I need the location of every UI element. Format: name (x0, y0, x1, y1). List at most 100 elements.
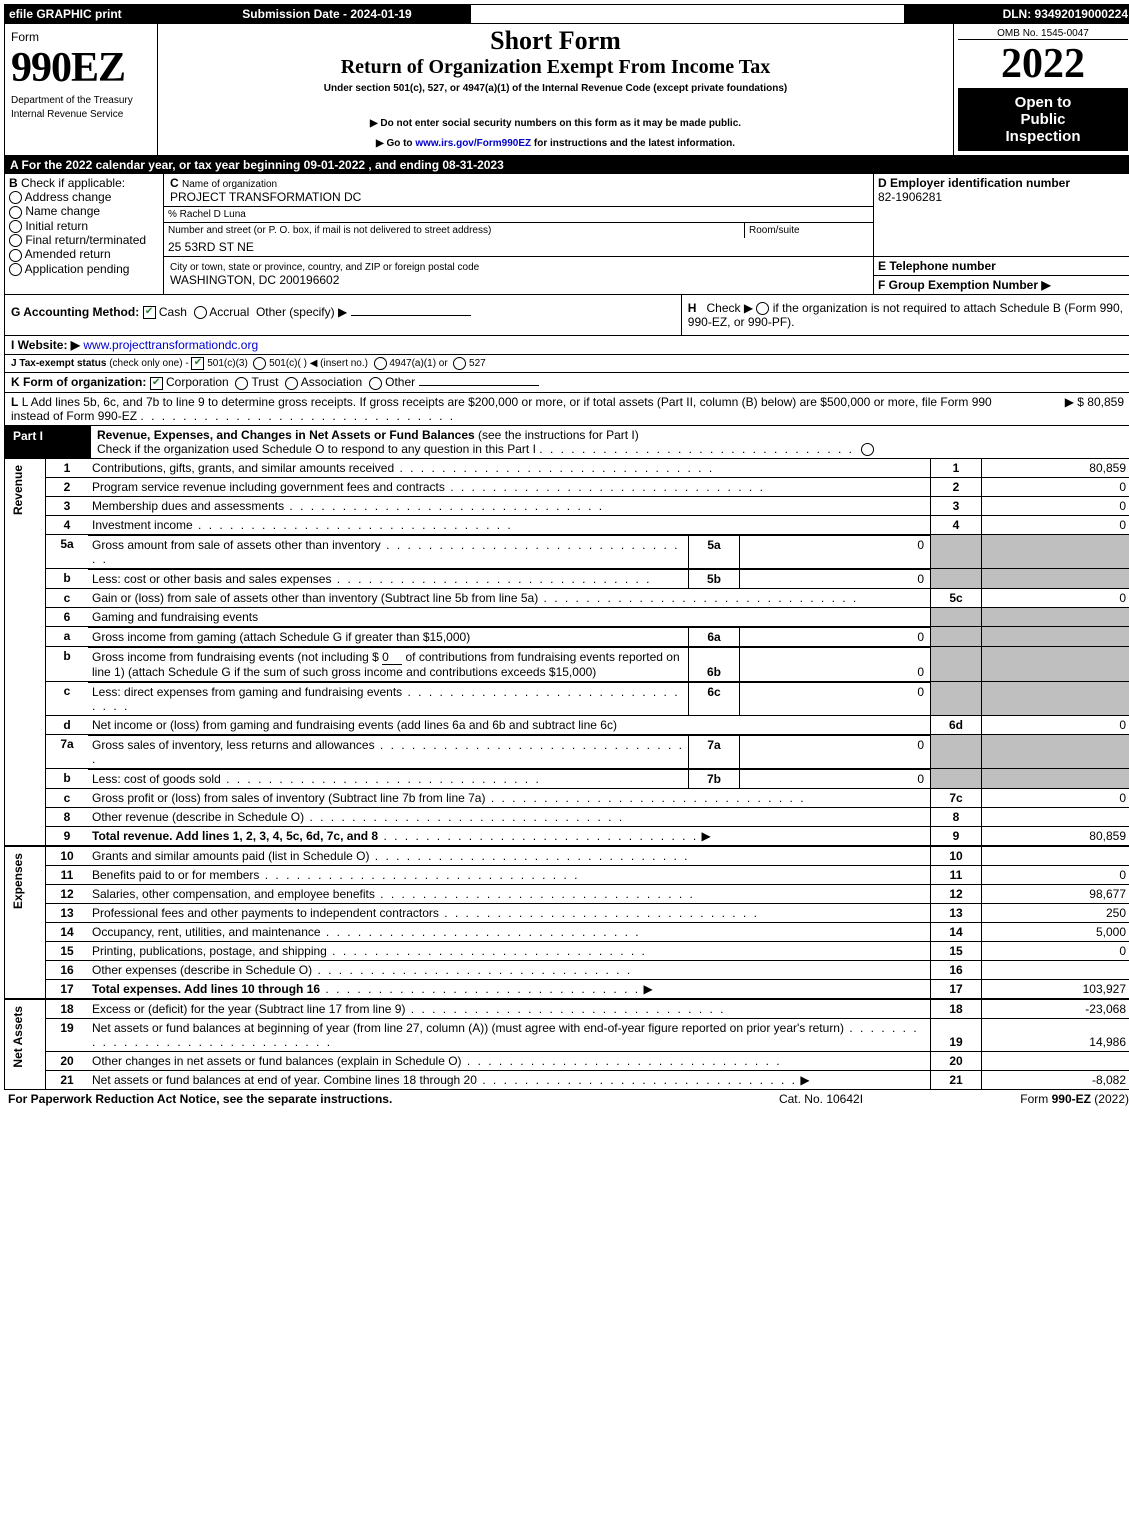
ln-14-num: 14 (46, 922, 89, 941)
chk-address-change[interactable] (9, 191, 22, 204)
ein-value: 82-1906281 (878, 190, 1128, 204)
ln-6c-text: Less: direct expenses from gaming and fu… (92, 685, 402, 699)
ln-11-num: 11 (46, 865, 89, 884)
c-name-label: Name of organization (182, 179, 277, 190)
chk-corporation[interactable] (150, 377, 163, 390)
ln-12-col: 12 (931, 884, 982, 903)
ln-17-num: 17 (46, 979, 89, 999)
ln-20-text: Other changes in net assets or fund bala… (92, 1054, 462, 1068)
ln-17-col: 17 (931, 979, 982, 999)
other-method-input[interactable] (351, 315, 471, 316)
ln-6-num: 6 (46, 607, 89, 626)
ln-18-text: Excess or (deficit) for the year (Subtra… (92, 1002, 405, 1016)
ln-15-num: 15 (46, 941, 89, 960)
ln-7b-shade (931, 768, 982, 788)
ln-1-text: Contributions, gifts, grants, and simila… (92, 461, 394, 475)
chk-association[interactable] (285, 377, 298, 390)
omb-number: OMB No. 1545-0047 (958, 28, 1128, 40)
f-label: F Group Exemption Number ▶ (878, 278, 1051, 292)
submission-date-cell: Submission Date - 2024-01-19 (183, 5, 471, 24)
j-label: J Tax-exempt status (11, 358, 106, 369)
lbl-trust: Trust (252, 375, 279, 389)
ij-block: I Website: ▶ www.projecttransformationdc… (4, 336, 1129, 373)
ln-14-text: Occupancy, rent, utilities, and maintena… (92, 925, 321, 939)
chk-trust[interactable] (235, 377, 248, 390)
efile-print-cell[interactable]: efile GRAPHIC print (5, 5, 184, 24)
ln-19-val: 14,986 (982, 1018, 1129, 1051)
ln-21-col: 21 (931, 1070, 982, 1089)
ln-5c-num: c (46, 588, 89, 607)
ln-8-val (982, 807, 1129, 826)
form-word: Form (11, 30, 39, 44)
chk-other-org[interactable] (369, 377, 382, 390)
ln-7a-subcol: 7a (689, 735, 740, 768)
ln-5a-subcol: 5a (689, 535, 740, 568)
chk-501c3[interactable] (191, 357, 204, 370)
chk-app-pending[interactable] (9, 263, 22, 276)
ln-1-col: 1 (931, 458, 982, 477)
lbl-association: Association (301, 375, 362, 389)
form-number: 990EZ (11, 45, 125, 91)
ln-6b-subcol: 6b (689, 647, 740, 681)
k-label: K Form of organization: (11, 375, 146, 389)
chk-4947a1[interactable] (374, 357, 387, 370)
ln-19-num: 19 (46, 1018, 89, 1051)
ln-19-text: Net assets or fund balances at beginning… (92, 1021, 844, 1035)
e-label: E Telephone number (878, 259, 996, 273)
i-label: I Website: ▶ (11, 338, 80, 352)
irs-link[interactable]: www.irs.gov/Form990EZ (415, 138, 531, 149)
ln-18-val: -23,068 (982, 999, 1129, 1019)
ln-6-text: Gaming and fundraising events (88, 607, 931, 626)
ln-5b-subval: 0 (740, 569, 931, 588)
chk-amended[interactable] (9, 249, 22, 262)
ln-13-num: 13 (46, 903, 89, 922)
footer-left: For Paperwork Reduction Act Notice, see … (4, 1090, 717, 1108)
topbar-spacer (471, 5, 904, 24)
lbl-corporation: Corporation (166, 375, 229, 389)
city-label: City or town, state or province, country… (170, 262, 479, 273)
part-i-hint: (see the instructions for Part I) (478, 428, 639, 442)
ln-21-val: -8,082 (982, 1070, 1129, 1089)
ln-4-val: 0 (982, 515, 1129, 534)
ln-6-shade (931, 607, 982, 626)
lbl-cash: Cash (159, 305, 187, 319)
ln-6a-shade (931, 626, 982, 646)
tax-year: 2022 (958, 40, 1128, 88)
short-form-title: Short Form (162, 26, 949, 56)
ln-5a-shade (931, 534, 982, 568)
ln-7c-num: c (46, 788, 89, 807)
chk-schedule-o-part-i[interactable] (861, 443, 874, 456)
ln-17-arrow: ▶ (643, 982, 652, 996)
other-org-input[interactable] (419, 385, 539, 386)
chk-schedule-b-not-required[interactable] (756, 302, 769, 315)
ln-4-col: 4 (931, 515, 982, 534)
ln-5b-subcol: 5b (689, 569, 740, 588)
ln-4-num: 4 (46, 515, 89, 534)
lbl-final-return: Final return/terminated (25, 233, 146, 247)
chk-501c[interactable] (253, 357, 266, 370)
ln-12-text: Salaries, other compensation, and employ… (92, 887, 375, 901)
chk-accrual[interactable] (194, 306, 207, 319)
ln-8-num: 8 (46, 807, 89, 826)
chk-cash[interactable] (143, 306, 156, 319)
chk-final-return[interactable] (9, 234, 22, 247)
ln-9-val: 80,859 (982, 826, 1129, 846)
chk-initial-return[interactable] (9, 220, 22, 233)
ln-18-col: 18 (931, 999, 982, 1019)
ln-5b-shade-val (982, 568, 1129, 588)
ln-7b-subcol: 7b (689, 769, 740, 788)
ln-7a-num: 7a (46, 734, 89, 768)
ln-12-num: 12 (46, 884, 89, 903)
city-value: WASHINGTON, DC 200196602 (170, 273, 339, 287)
top-bar: efile GRAPHIC print Submission Date - 20… (4, 4, 1129, 24)
chk-527[interactable] (453, 357, 466, 370)
ln-10-val (982, 846, 1129, 866)
ln-15-text: Printing, publications, postage, and shi… (92, 944, 327, 958)
chk-name-change[interactable] (9, 206, 22, 219)
ln-6d-val: 0 (982, 715, 1129, 734)
k-block: K Form of organization: Corporation Trus… (4, 373, 1129, 392)
ln-9-arrow: ▶ (702, 829, 711, 843)
ln-7c-val: 0 (982, 788, 1129, 807)
main-title: Return of Organization Exempt From Incom… (162, 56, 949, 79)
website-link[interactable]: www.projecttransformationdc.org (83, 338, 258, 352)
